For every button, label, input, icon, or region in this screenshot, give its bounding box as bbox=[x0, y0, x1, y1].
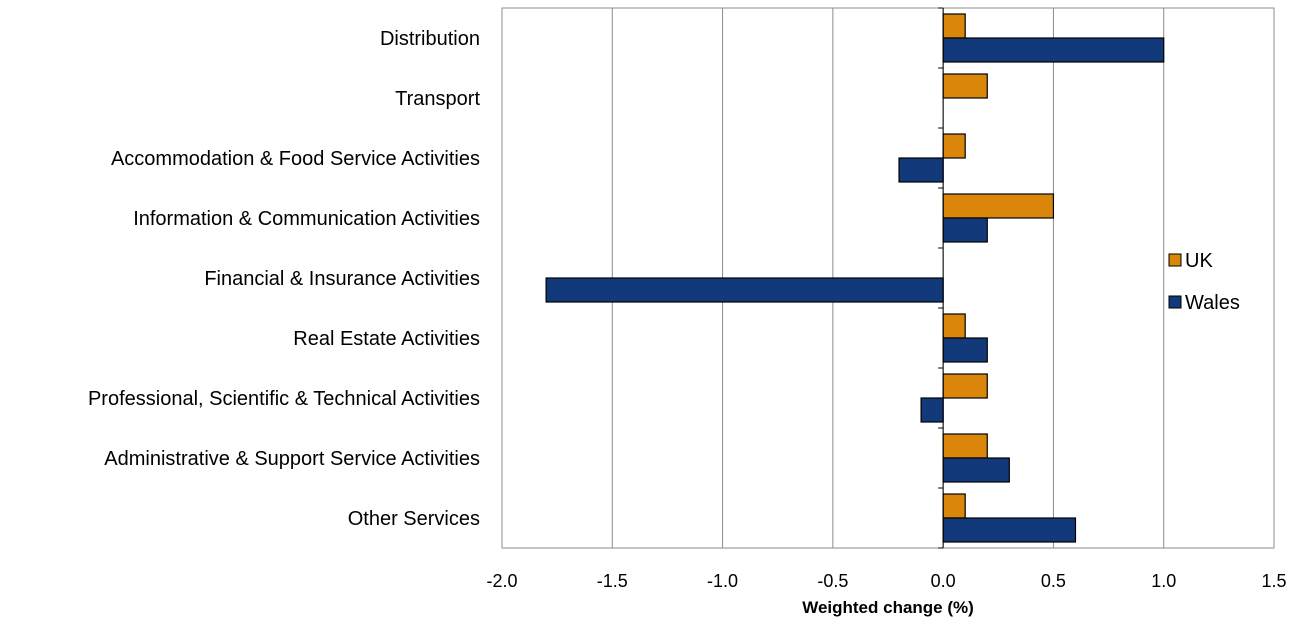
category-label: Financial & Insurance Activities bbox=[204, 268, 480, 290]
bar-uk bbox=[942, 133, 966, 159]
bar-wales bbox=[545, 277, 944, 303]
bar-wales bbox=[920, 397, 944, 423]
category-labels: Distribution Transport Accommodation & Foo… bbox=[88, 28, 480, 530]
legend: UK Wales bbox=[1168, 250, 1240, 314]
legend-swatch-wales bbox=[1168, 295, 1182, 309]
x-tick-label: -1.0 bbox=[707, 571, 738, 591]
category-axis-ticks bbox=[938, 7, 944, 549]
bar-wales bbox=[942, 37, 1165, 63]
bar-wales bbox=[942, 517, 1077, 543]
x-axis-title: Weighted change (%) bbox=[802, 598, 974, 617]
x-tick-label: 0.5 bbox=[1041, 571, 1066, 591]
bar-uk bbox=[942, 73, 988, 99]
bar-wales bbox=[898, 157, 944, 183]
category-label: Other Services bbox=[348, 508, 480, 530]
bar-uk bbox=[942, 493, 966, 519]
x-tick-label: 1.5 bbox=[1261, 571, 1286, 591]
category-label: Accommodation & Food Service Activities bbox=[111, 148, 480, 170]
bar-uk bbox=[942, 13, 966, 39]
bar-uk bbox=[942, 313, 966, 339]
value-axis-tick-labels: -2.0 -1.5 -1.0 -0.5 0.0 0.5 1.0 1.5 bbox=[486, 571, 1286, 591]
bar-wales bbox=[942, 217, 988, 243]
legend-swatch-uk bbox=[1168, 253, 1182, 267]
x-tick-label: 1.0 bbox=[1151, 571, 1176, 591]
x-tick-label: 0.0 bbox=[931, 571, 956, 591]
category-label: Professional, Scientific & Technical Act… bbox=[88, 388, 480, 410]
legend-label-wales: Wales bbox=[1185, 292, 1240, 314]
x-tick-label: -1.5 bbox=[597, 571, 628, 591]
bar-uk bbox=[942, 193, 1055, 219]
category-label: Administrative & Support Service Activit… bbox=[104, 448, 480, 470]
category-label: Transport bbox=[395, 88, 480, 110]
legend-label-uk: UK bbox=[1185, 250, 1213, 272]
bar-uk bbox=[942, 433, 988, 459]
bar-wales bbox=[942, 337, 988, 363]
bar-uk bbox=[942, 373, 988, 399]
category-label: Real Estate Activities bbox=[293, 328, 480, 350]
bar-wales bbox=[942, 457, 1010, 483]
bars bbox=[545, 13, 1165, 543]
x-tick-label: -2.0 bbox=[486, 571, 517, 591]
x-tick-label: -0.5 bbox=[817, 571, 848, 591]
plot-area-frame bbox=[501, 7, 1275, 549]
category-label: Information & Communication Activities bbox=[133, 208, 480, 230]
category-label: Distribution bbox=[380, 28, 480, 50]
